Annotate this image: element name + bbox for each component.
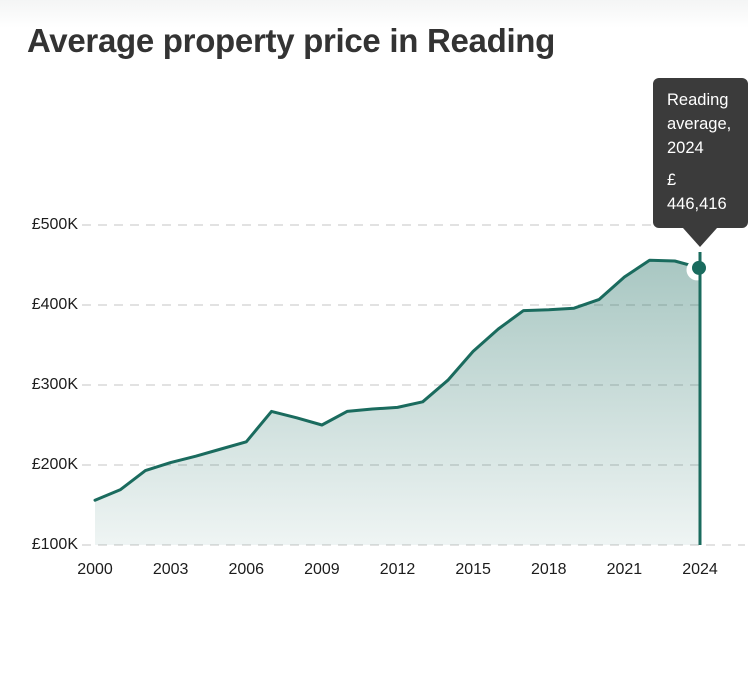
tooltip-arrow-icon bbox=[683, 228, 717, 247]
y-axis-label: £100K bbox=[31, 536, 78, 553]
tooltip-label: Reading average, 2024 bbox=[667, 91, 732, 157]
x-axis-label: 2000 bbox=[77, 561, 113, 578]
top-fade bbox=[0, 0, 748, 28]
y-axis-label: £300K bbox=[31, 376, 78, 393]
x-axis-label: 2024 bbox=[682, 561, 718, 578]
y-axis-label: £200K bbox=[31, 456, 78, 473]
x-axis-label: 2006 bbox=[228, 561, 265, 578]
chart-title: Average property price in Reading bbox=[27, 22, 556, 59]
y-axis-label: £400K bbox=[31, 296, 78, 313]
y-axis-label: £500K bbox=[31, 216, 78, 233]
marker-dot-2024[interactable] bbox=[692, 260, 706, 275]
tooltip-2024: Reading average, 2024 £ 446,416 bbox=[653, 78, 748, 228]
x-axis-label: 2009 bbox=[304, 561, 340, 578]
x-axis-label: 2021 bbox=[606, 561, 643, 578]
price-area-fill[interactable] bbox=[95, 260, 700, 545]
tooltip-value: £ 446,416 bbox=[667, 171, 727, 213]
x-axis-label: 2015 bbox=[455, 561, 491, 578]
price-line bbox=[93, 258, 702, 502]
x-axis-label: 2003 bbox=[152, 561, 189, 578]
x-axis-label: 2018 bbox=[530, 561, 567, 578]
x-axis-label: 2012 bbox=[379, 561, 416, 578]
